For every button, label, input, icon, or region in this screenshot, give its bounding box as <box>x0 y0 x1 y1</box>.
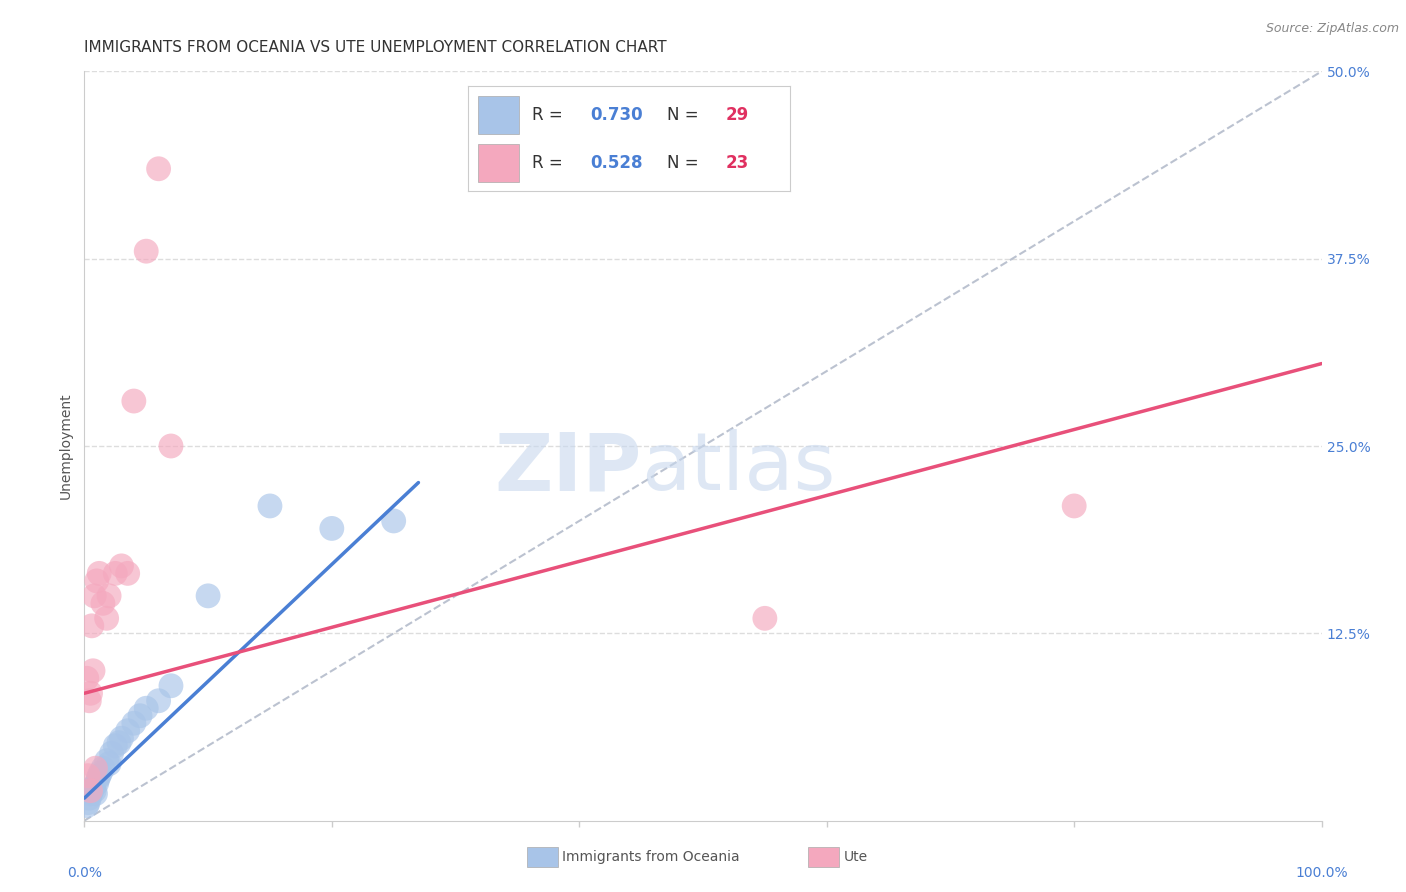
Point <box>160 679 183 693</box>
Text: 0.0%: 0.0% <box>67 865 101 880</box>
Point <box>382 514 405 528</box>
Point <box>98 756 121 771</box>
Point <box>83 589 105 603</box>
Point <box>108 736 131 750</box>
Text: 100.0%: 100.0% <box>1295 865 1348 880</box>
Point <box>84 787 107 801</box>
Point <box>77 769 100 783</box>
Text: atlas: atlas <box>641 429 835 508</box>
Point <box>122 716 145 731</box>
Point <box>135 701 157 715</box>
Point <box>117 566 139 581</box>
Text: Immigrants from Oceania: Immigrants from Oceania <box>562 850 740 864</box>
Point <box>98 589 121 603</box>
Point <box>87 772 110 786</box>
Point <box>148 694 170 708</box>
Point <box>197 589 219 603</box>
Point <box>148 161 170 176</box>
Point <box>86 574 108 588</box>
Point <box>79 791 101 805</box>
Point <box>96 754 118 768</box>
Point <box>1063 499 1085 513</box>
Text: ZIP: ZIP <box>494 429 641 508</box>
Point <box>86 776 108 790</box>
Point <box>79 783 101 797</box>
Point <box>135 244 157 259</box>
Point <box>89 765 111 780</box>
Point <box>76 671 98 685</box>
Point <box>80 783 103 797</box>
Point <box>100 746 122 760</box>
Text: Source: ZipAtlas.com: Source: ZipAtlas.com <box>1265 22 1399 36</box>
Point <box>80 619 103 633</box>
Point <box>104 739 127 753</box>
Text: Ute: Ute <box>844 850 868 864</box>
Text: IMMIGRANTS FROM OCEANIA VS UTE UNEMPLOYMENT CORRELATION CHART: IMMIGRANTS FROM OCEANIA VS UTE UNEMPLOYM… <box>84 40 666 55</box>
Point <box>79 694 101 708</box>
Point <box>122 394 145 409</box>
Point <box>77 796 100 810</box>
Point <box>104 566 127 581</box>
Point <box>96 611 118 625</box>
Point <box>110 558 132 573</box>
Point <box>321 521 343 535</box>
Point <box>79 686 101 700</box>
Point <box>117 723 139 738</box>
Point <box>89 769 111 783</box>
Point <box>84 761 107 775</box>
Point <box>89 566 111 581</box>
Y-axis label: Unemployment: Unemployment <box>59 392 73 500</box>
Point <box>754 611 776 625</box>
Point <box>91 596 114 610</box>
Point <box>76 798 98 813</box>
Point <box>79 787 101 801</box>
Point <box>83 783 105 797</box>
Point <box>129 708 152 723</box>
Point <box>259 499 281 513</box>
Point <box>82 780 104 795</box>
Point <box>91 761 114 775</box>
Point <box>110 731 132 746</box>
Point <box>160 439 183 453</box>
Point <box>82 664 104 678</box>
